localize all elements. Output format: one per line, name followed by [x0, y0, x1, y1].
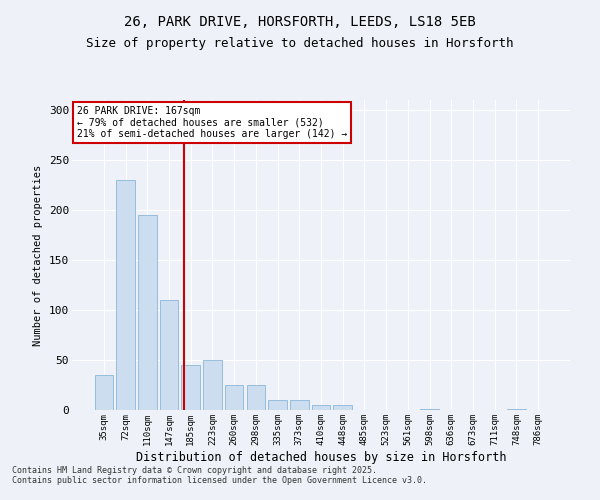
- Text: Size of property relative to detached houses in Horsforth: Size of property relative to detached ho…: [86, 38, 514, 51]
- Text: 26 PARK DRIVE: 167sqm
← 79% of detached houses are smaller (532)
21% of semi-det: 26 PARK DRIVE: 167sqm ← 79% of detached …: [77, 106, 347, 140]
- Bar: [203, 360, 221, 410]
- Bar: [312, 405, 330, 410]
- Bar: [225, 385, 244, 410]
- Bar: [181, 365, 200, 410]
- Bar: [138, 215, 157, 410]
- Bar: [290, 400, 308, 410]
- Bar: [116, 180, 135, 410]
- Bar: [95, 375, 113, 410]
- Bar: [334, 405, 352, 410]
- Text: Contains HM Land Registry data © Crown copyright and database right 2025.
Contai: Contains HM Land Registry data © Crown c…: [12, 466, 427, 485]
- Bar: [268, 400, 287, 410]
- Bar: [421, 409, 439, 410]
- Bar: [507, 409, 526, 410]
- Bar: [160, 300, 178, 410]
- Y-axis label: Number of detached properties: Number of detached properties: [34, 164, 43, 346]
- Bar: [247, 385, 265, 410]
- X-axis label: Distribution of detached houses by size in Horsforth: Distribution of detached houses by size …: [136, 450, 506, 464]
- Text: 26, PARK DRIVE, HORSFORTH, LEEDS, LS18 5EB: 26, PARK DRIVE, HORSFORTH, LEEDS, LS18 5…: [124, 15, 476, 29]
